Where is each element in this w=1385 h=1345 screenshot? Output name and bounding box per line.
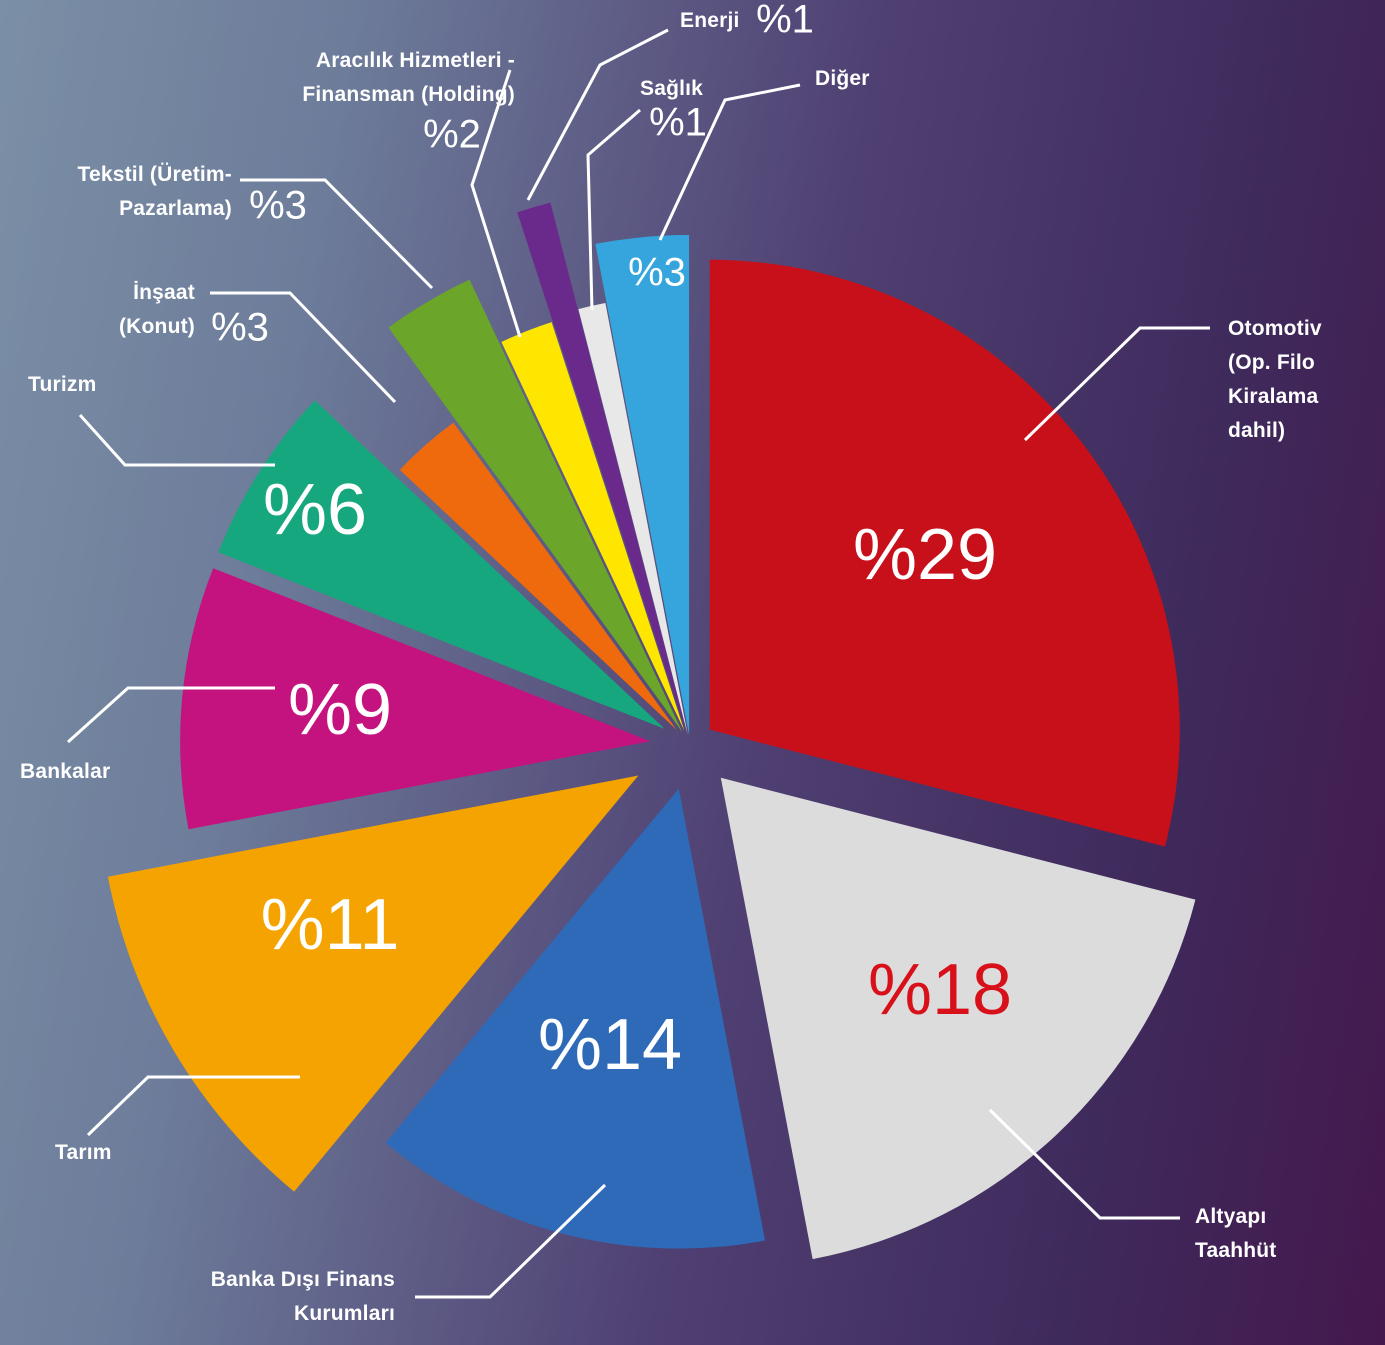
value-label: %3 [628, 251, 686, 295]
value-label: %29 [853, 515, 997, 595]
category-label: Enerji [680, 4, 760, 38]
value-label: %14 [538, 1005, 682, 1085]
value-label: %2 [423, 113, 481, 157]
value-label: %6 [263, 470, 367, 550]
value-label: %9 [288, 670, 392, 750]
category-label: Bankalar [20, 755, 150, 789]
category-label: Turizm [28, 368, 128, 402]
value-label: %3 [211, 306, 269, 350]
value-label: %18 [868, 950, 1012, 1030]
category-label: Tarım [55, 1136, 155, 1170]
category-label: Diğer [815, 62, 895, 96]
chart: %29 %18 %14 %11 %9 %6 %3 %3 %2 %1 %1 %3 Otomotiv (O… [0, 0, 1385, 1345]
category-label: Sağlık [640, 72, 730, 106]
value-label: %1 [756, 0, 814, 42]
callout-line [528, 30, 668, 200]
category-label: Altyapı Taahhüt [1195, 1200, 1305, 1268]
category-label: İnşaat (Konut) [85, 276, 195, 344]
category-label: Otomotiv (Op. Filo Kiralama dahil) [1228, 312, 1353, 448]
value-label: %3 [249, 184, 307, 228]
category-label: Tekstil (Üretim-Pazarlama) [22, 158, 232, 226]
category-label: Aracılık Hizmetleri - Finansman (Holding… [255, 44, 515, 112]
category-label: Banka Dışı Finans Kurumları [155, 1263, 395, 1331]
value-label: %11 [261, 885, 400, 965]
callout-line [80, 415, 275, 465]
value-label: %1 [649, 101, 707, 145]
